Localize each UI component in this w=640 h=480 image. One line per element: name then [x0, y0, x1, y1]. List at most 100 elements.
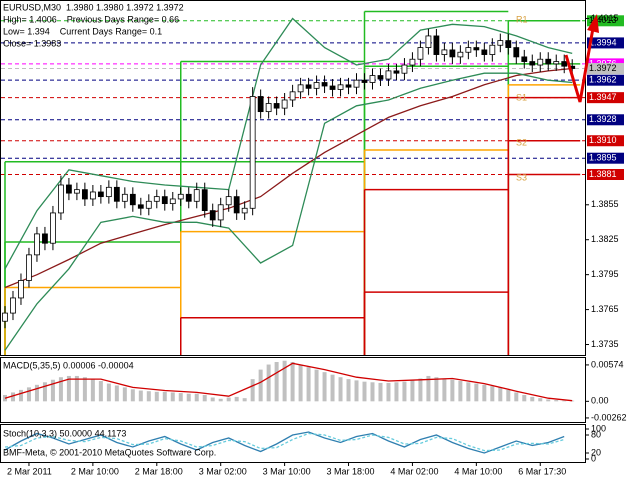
y-tick-label: 20 [591, 447, 601, 457]
y-tick-label: 0.00574 [591, 359, 624, 369]
x-tick-label: 2 Mar 2011 [7, 466, 52, 476]
y-tick-label: 1.3855 [591, 199, 619, 209]
candle-body [385, 70, 392, 80]
histogram-bar [266, 364, 271, 402]
candle-body [2, 312, 8, 322]
stoch-title: Stoch(10,3,3) 50.0000 44.1173 [3, 428, 126, 438]
histogram-bar [90, 379, 95, 402]
histogram-bar [82, 377, 87, 402]
level-label: 1.3962 [589, 75, 617, 85]
histogram-bar [98, 381, 103, 402]
candle-body [193, 189, 200, 202]
histogram-bar [474, 383, 479, 402]
histogram-bar [74, 375, 79, 402]
candle-body [361, 79, 368, 83]
histogram-bar [442, 378, 447, 402]
candle-body [401, 64, 408, 74]
histogram-bar [18, 389, 23, 402]
histogram-bar [338, 377, 343, 402]
candle-body [73, 189, 80, 194]
histogram-bar [10, 392, 15, 402]
x-tick-label: 3 Mar 10:00 [263, 466, 311, 476]
histogram-bar [26, 387, 31, 402]
candle-body [169, 198, 176, 205]
histogram-bar [42, 382, 47, 402]
histogram-bar [138, 390, 143, 402]
x-tick-label: 2 Mar 10:00 [71, 466, 119, 476]
histogram-bar [154, 391, 159, 402]
level-tag [587, 92, 624, 104]
candle-body [97, 191, 104, 198]
histogram-bar [178, 393, 183, 402]
candle-body [321, 82, 328, 87]
level-label: 1.3947 [589, 92, 617, 102]
x-tick-label: 4 Mar 02:00 [390, 466, 438, 476]
indicator-line [4, 67, 573, 289]
pivot-label: S2 [516, 137, 527, 147]
y-tick-label: 0.00 [591, 396, 609, 406]
level-tag [587, 15, 624, 27]
candle-body [145, 200, 152, 209]
histogram-bar [330, 374, 335, 402]
histogram-bar [346, 379, 351, 402]
signal-arrow [564, 27, 595, 103]
level-tag [587, 37, 624, 49]
level-tag [587, 152, 624, 164]
candle-body [42, 233, 48, 244]
candle-body [66, 184, 72, 194]
histogram-bar [498, 387, 503, 402]
histogram-bar [362, 381, 367, 402]
histogram-bar [450, 379, 455, 402]
candle-body [305, 84, 312, 89]
histogram-bar [114, 385, 119, 402]
histogram-bar [210, 397, 215, 402]
candle-body [58, 184, 64, 214]
x-tick-label: 6 Mar 17:30 [518, 466, 566, 476]
pivot-label: R1 [516, 14, 528, 24]
candle-body [497, 40, 504, 46]
histogram-bar [426, 375, 431, 402]
candle-body [425, 35, 432, 48]
histogram-bar [490, 386, 495, 402]
candle-body [513, 47, 520, 58]
histogram-bar [418, 378, 423, 402]
candle-body [369, 75, 376, 83]
candle-body [345, 84, 352, 88]
candle-body [50, 212, 56, 244]
x-tick-label: 3 Mar 18:00 [327, 466, 375, 476]
histogram-bar [66, 375, 71, 402]
candle-body [289, 91, 296, 101]
candle-body [489, 44, 496, 55]
candle-body [393, 70, 400, 74]
candle-body [137, 204, 144, 209]
candle-body [553, 61, 560, 65]
histogram-bar [50, 379, 55, 402]
histogram-bar [106, 383, 111, 402]
level-tag [587, 63, 624, 75]
histogram-bar [370, 382, 375, 402]
candle-body [129, 193, 136, 206]
histogram-bar [298, 364, 303, 402]
candle-body [113, 186, 120, 202]
candle-body [185, 193, 192, 202]
y-tick-label: 80 [591, 429, 601, 439]
y-tick-label: 1.3795 [591, 269, 619, 279]
candle-body [377, 75, 384, 80]
histogram-bar [482, 384, 487, 402]
histogram-bar [218, 398, 223, 402]
candle-body [329, 85, 336, 90]
histogram-bar [458, 381, 463, 402]
candle-body [225, 196, 232, 206]
candle-body [121, 193, 128, 202]
candle-body [441, 49, 448, 55]
candle-body [353, 79, 360, 88]
x-tick-label: 4 Mar 10:00 [454, 466, 502, 476]
candle-body [273, 103, 280, 109]
candle-body [89, 191, 96, 200]
histogram-bar [530, 396, 535, 402]
histogram-bar [522, 394, 527, 402]
histogram-bar [306, 367, 311, 402]
y-tick-label: 1.3735 [591, 339, 619, 349]
histogram-bar [386, 382, 391, 402]
